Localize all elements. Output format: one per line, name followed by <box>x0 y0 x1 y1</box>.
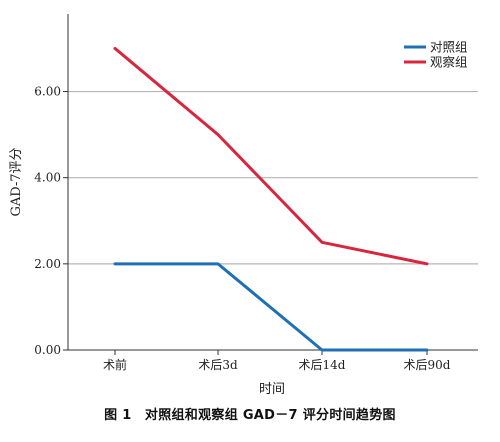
y-tick-label-1: 2.00 <box>34 257 61 271</box>
x-axis-label: 时间 <box>259 382 285 397</box>
x-tick-labels: 术前 术后3d 术后14d 术后90d <box>103 357 451 372</box>
series-line-0 <box>113 262 429 352</box>
legend-label-1: 观察组 <box>430 55 468 70</box>
chart: 0.00 2.00 4.00 6.00 术前 术后3d 术后14d 术后90d 对照组观察组… <box>9 14 478 397</box>
y-tick-labels: 0.00 2.00 4.00 6.00 <box>34 85 61 357</box>
y-tick-label-3: 6.00 <box>34 85 61 99</box>
figure-caption: 图 1 对照组和观察组 GAD－7 评分时间趋势图 <box>104 408 396 423</box>
axes <box>63 14 478 355</box>
series-lines <box>113 46 429 352</box>
x-tick-label-3: 术后90d <box>404 358 451 372</box>
x-tick-label-2: 术后14d <box>299 358 346 372</box>
grid-lines <box>68 90 478 265</box>
y-tick-label-2: 4.00 <box>34 171 61 185</box>
series-line-1 <box>113 46 429 266</box>
y-axis-label: GAD-7评分 <box>9 147 24 216</box>
x-tick-label-0: 术前 <box>103 357 127 372</box>
y-tick-label-0: 0.00 <box>34 343 61 357</box>
legend-label-0: 对照组 <box>430 40 468 55</box>
x-tick-label-1: 术后3d <box>198 358 238 372</box>
